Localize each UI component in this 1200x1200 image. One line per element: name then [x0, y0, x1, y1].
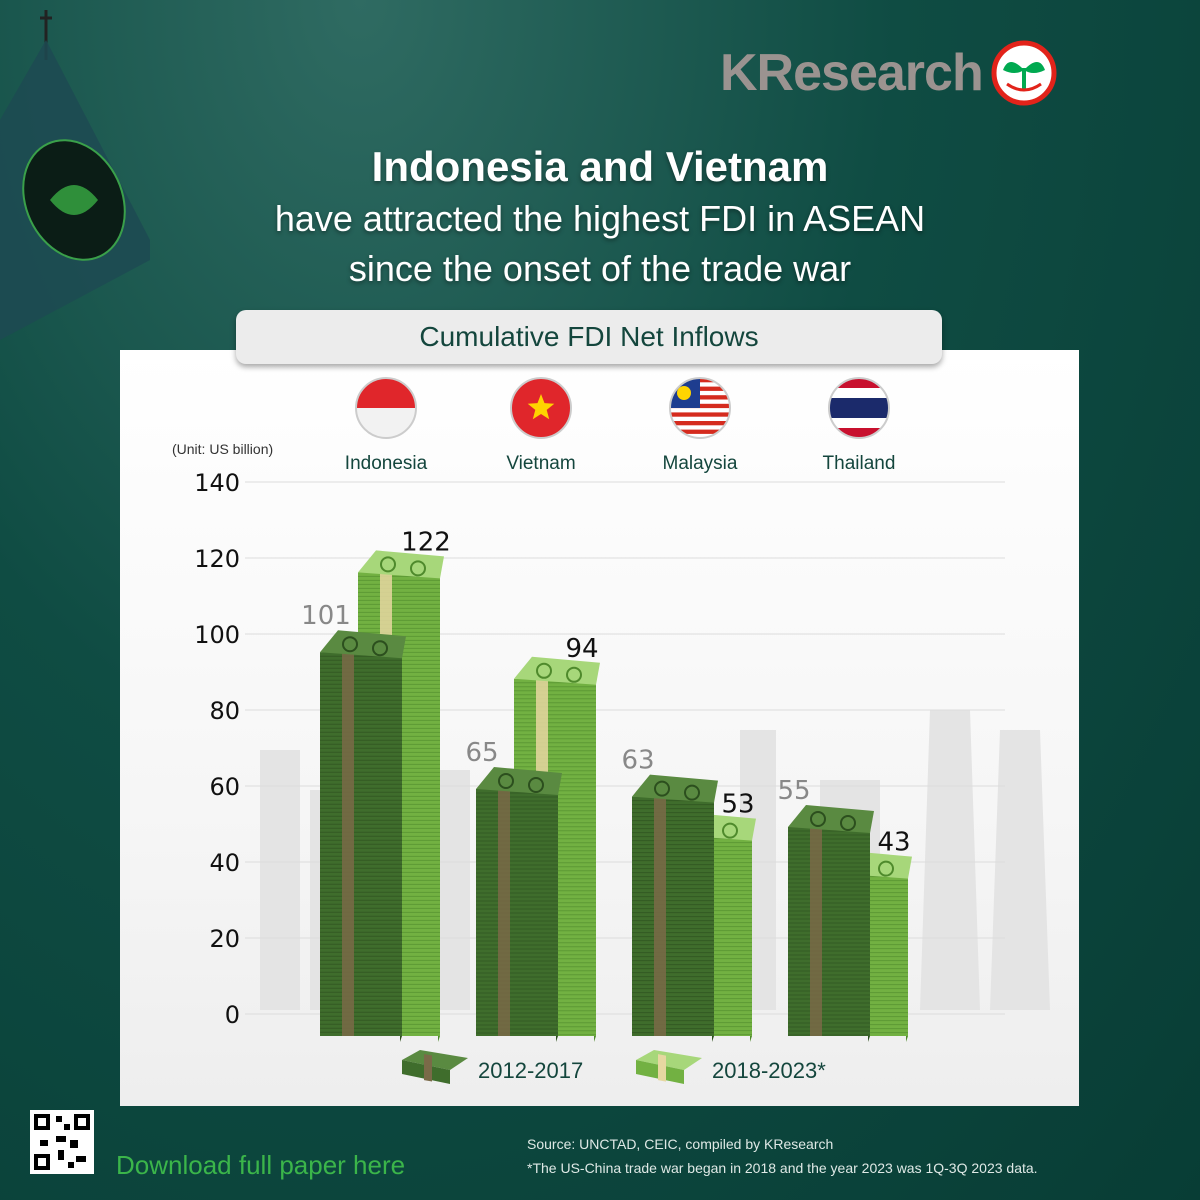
- bar-top: [358, 550, 444, 579]
- legend-label: 2012-2017: [478, 1058, 583, 1083]
- legend-swatch-top: [402, 1050, 468, 1070]
- data-label-2018-2023: 43: [877, 828, 910, 858]
- money-band: [342, 652, 354, 1036]
- legend-swatch-top: [636, 1050, 702, 1070]
- y-tick-label: 20: [209, 925, 240, 953]
- headline-line-2: have attracted the highest FDI in ASEAN: [274, 198, 926, 239]
- money-band: [810, 827, 822, 1036]
- bar-top: [788, 805, 874, 833]
- data-label-2018-2023: 53: [721, 790, 754, 820]
- vietnam-flag-icon: [510, 377, 572, 439]
- category-label: Thailand: [823, 453, 896, 474]
- bill-seal: [372, 640, 388, 657]
- bill-seal: [498, 773, 514, 789]
- data-label-2018-2023: 122: [401, 527, 451, 557]
- bar-top: [514, 656, 600, 685]
- y-tick-label: 140: [194, 469, 240, 497]
- bill-seal: [342, 636, 358, 653]
- malaysia-flag-icon: [669, 377, 731, 439]
- fdi-bar-chart: 0 20 40 60 80 100 120 140 (Unit: US billion) 101…: [172, 377, 1050, 1084]
- bar-2012-2017: [476, 767, 562, 1042]
- chart-title: Cumulative FDI Net Inflows: [419, 321, 759, 352]
- asean-flag-decoration: [0, 10, 150, 340]
- y-tick-label: 120: [194, 545, 240, 573]
- bill-seal: [566, 666, 582, 683]
- thailand-flag-icon: [828, 377, 890, 439]
- data-label-2012-2017: 101: [301, 601, 351, 631]
- bill-seal: [536, 662, 552, 679]
- kresearch-logo: KResearch: [720, 40, 1057, 106]
- money-band: [498, 789, 510, 1036]
- bar-2012-2017: [632, 774, 718, 1042]
- bill-seal: [810, 811, 826, 827]
- bill-seal: [878, 860, 894, 877]
- bar-top: [320, 630, 406, 659]
- brand-name: KResearch: [720, 44, 984, 102]
- qr-code-icon[interactable]: [30, 1110, 94, 1174]
- source-note: Source: UNCTAD, CEIC, compiled by KResea…: [527, 1136, 834, 1152]
- bar-top: [476, 767, 562, 795]
- bill-seal: [380, 556, 396, 573]
- kbank-sprout-icon: [991, 40, 1057, 106]
- bill-seal: [722, 822, 738, 839]
- headline: Indonesia and Vietnam have attracted the…: [0, 140, 1200, 294]
- legend-item: 2012-2017: [402, 1050, 583, 1084]
- category-label: Vietnam: [506, 453, 575, 474]
- category-label: Malaysia: [663, 453, 738, 474]
- data-label-2012-2017: 55: [777, 776, 810, 806]
- category-label: Indonesia: [345, 453, 428, 474]
- bar-2012-2017: [788, 805, 874, 1042]
- y-tick-label: 60: [209, 773, 240, 801]
- legend-item: 2018-2023*: [636, 1050, 826, 1084]
- indonesia-flag-icon: [355, 377, 417, 439]
- y-tick-label: 100: [194, 621, 240, 649]
- legend-label: 2018-2023*: [712, 1058, 826, 1083]
- money-band: [654, 796, 666, 1036]
- bill-seal: [410, 560, 426, 577]
- headline-line-1: Indonesia and Vietnam: [371, 143, 829, 190]
- bar-2012-2017: [320, 630, 406, 1042]
- legend-band: [424, 1054, 432, 1082]
- y-tick-label: 40: [209, 849, 240, 877]
- chart-panel: 0 20 40 60 80 100 120 140 (Unit: US billion) 101…: [120, 350, 1079, 1106]
- y-tick-label: 0: [225, 1001, 240, 1029]
- data-label-2018-2023: 94: [565, 634, 598, 664]
- bar-top: [632, 774, 718, 803]
- headline-line-3: since the onset of the trade war: [348, 248, 852, 289]
- data-label-2012-2017: 65: [465, 738, 498, 768]
- bill-seal: [684, 784, 700, 801]
- chart-title-bar: Cumulative FDI Net Inflows: [236, 310, 942, 364]
- legend-band: [658, 1054, 666, 1082]
- bill-seal: [528, 777, 544, 793]
- trade-war-footnote: *The US-China trade war began in 2018 an…: [527, 1160, 1038, 1176]
- y-tick-label: 80: [209, 697, 240, 725]
- data-label-2012-2017: 63: [621, 746, 654, 776]
- bill-seal: [654, 780, 670, 797]
- bill-seal: [840, 815, 856, 831]
- unit-label: (Unit: US billion): [172, 441, 273, 457]
- download-paper-link[interactable]: Download full paper here: [116, 1150, 406, 1180]
